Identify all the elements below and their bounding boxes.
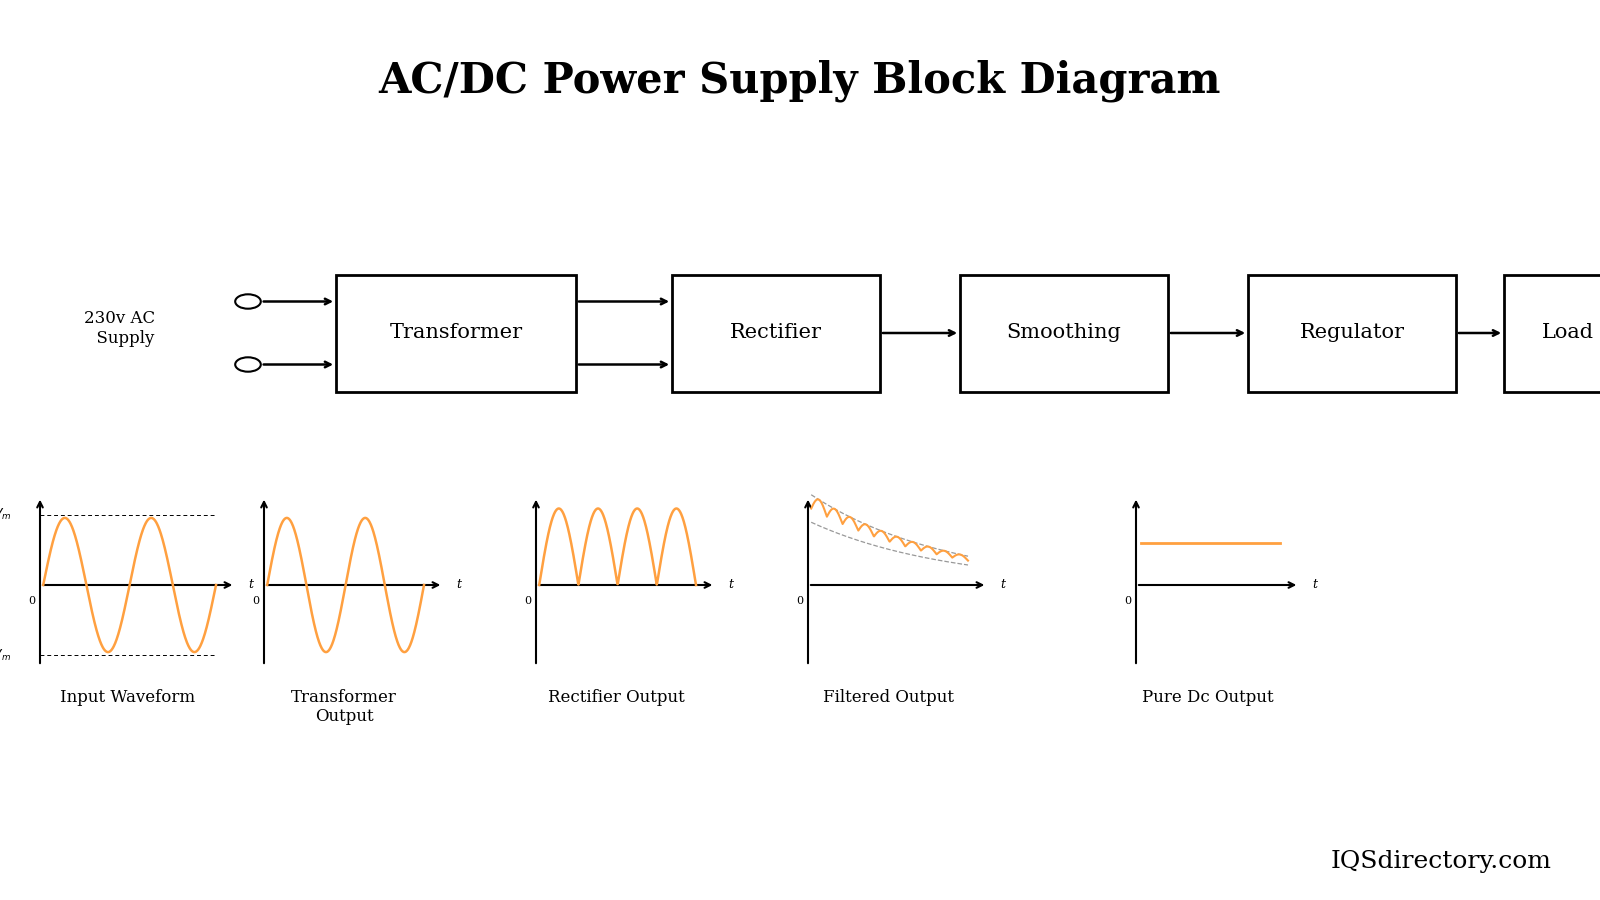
Text: $-V_m$: $-V_m$ <box>0 648 11 662</box>
Text: Regulator: Regulator <box>1299 323 1405 343</box>
Text: t: t <box>1312 579 1318 591</box>
Text: 0: 0 <box>797 596 803 606</box>
Bar <box>1248 274 1456 392</box>
Bar <box>672 274 880 392</box>
Text: 0: 0 <box>253 596 259 606</box>
Text: 0: 0 <box>29 596 35 606</box>
Text: Rectifier Output: Rectifier Output <box>547 688 685 706</box>
Text: 0: 0 <box>525 596 531 606</box>
Text: Rectifier: Rectifier <box>730 323 822 343</box>
Text: t: t <box>456 579 462 591</box>
Text: Transformer: Transformer <box>389 323 523 343</box>
Bar <box>960 274 1168 392</box>
Text: Smoothing: Smoothing <box>1006 323 1122 343</box>
Text: $V_m$: $V_m$ <box>0 508 11 522</box>
Bar <box>336 274 576 392</box>
Text: IQSdirectory.com: IQSdirectory.com <box>1331 850 1552 873</box>
Text: 230v AC
  Supply: 230v AC Supply <box>85 310 155 346</box>
Text: Transformer
Output: Transformer Output <box>291 688 397 725</box>
Bar <box>1504 274 1600 392</box>
Text: Filtered Output: Filtered Output <box>822 688 954 706</box>
Text: Input Waveform: Input Waveform <box>61 688 195 706</box>
Text: Load: Load <box>1542 323 1594 343</box>
Text: t: t <box>248 579 254 591</box>
Text: Pure Dc Output: Pure Dc Output <box>1142 688 1274 706</box>
Text: t: t <box>1000 579 1006 591</box>
Text: t: t <box>728 579 734 591</box>
Text: 0: 0 <box>1125 596 1131 606</box>
Text: AC/DC Power Supply Block Diagram: AC/DC Power Supply Block Diagram <box>379 59 1221 103</box>
